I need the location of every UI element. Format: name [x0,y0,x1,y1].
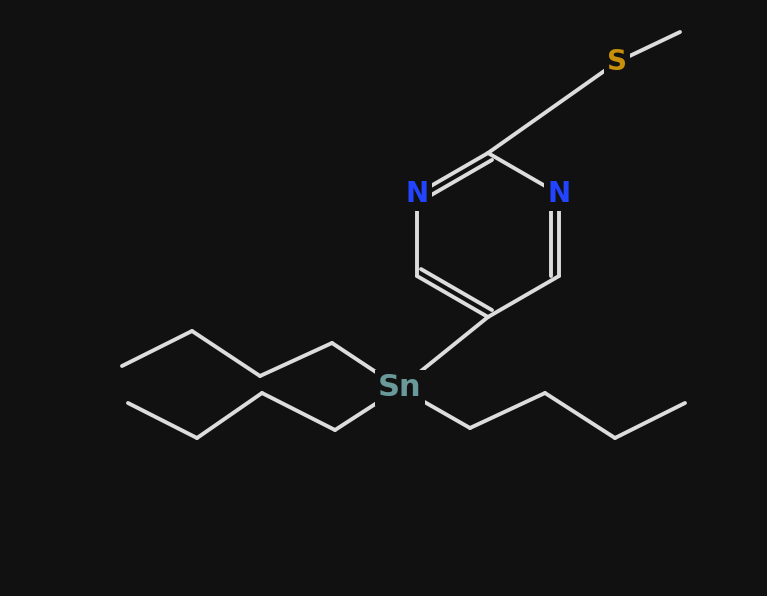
Text: S: S [607,48,627,76]
Text: Sn: Sn [378,374,422,402]
Text: N: N [548,180,571,208]
Text: N: N [406,180,429,208]
